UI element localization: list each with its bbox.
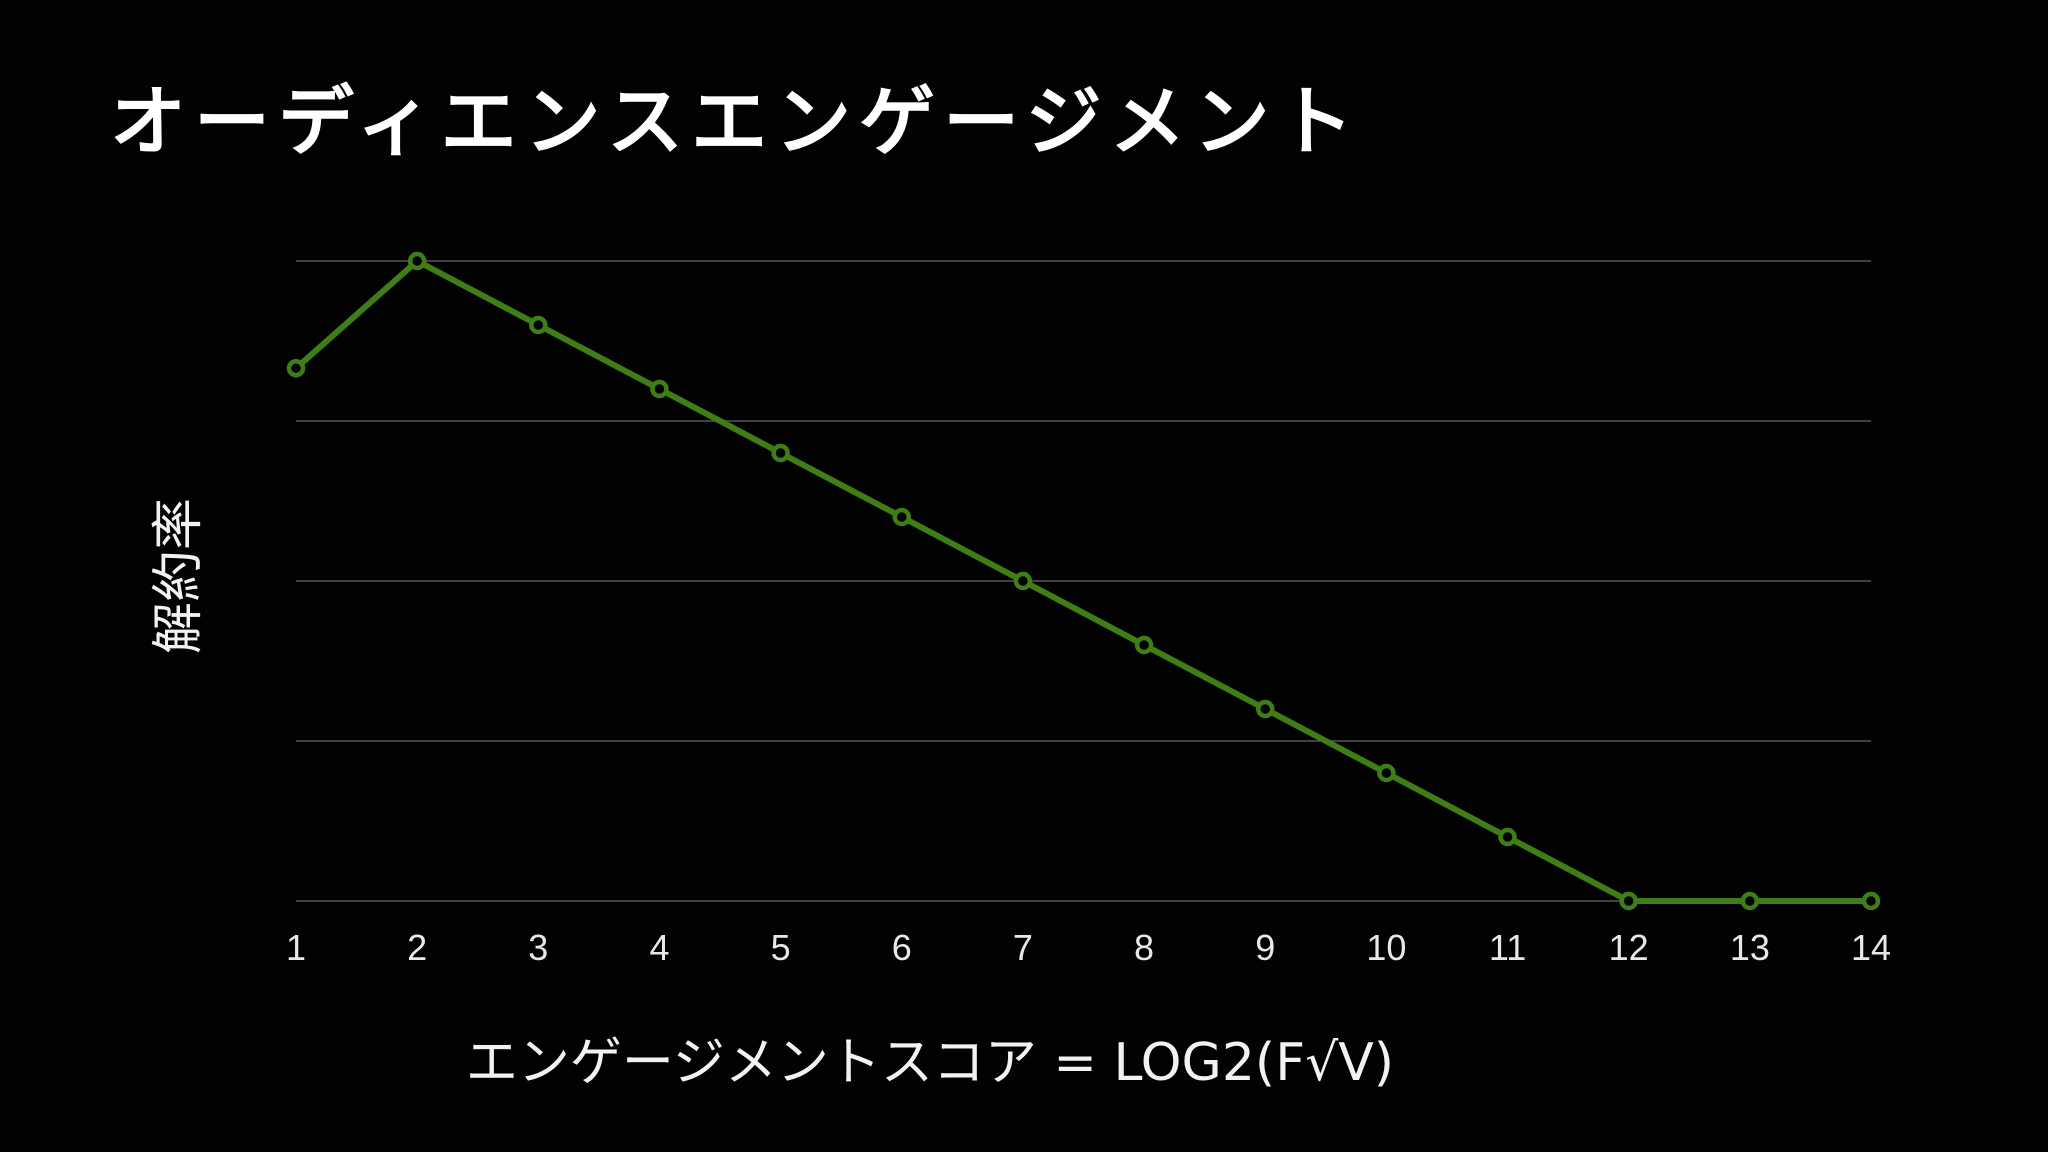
x-tick-label: 6	[892, 927, 912, 968]
x-tick-label: 4	[649, 927, 669, 968]
x-axis-label: エンゲージメントスコア = LOG2(F√V)	[466, 1033, 1394, 1093]
x-tick-label: 3	[528, 927, 548, 968]
series-group	[286, 251, 1881, 911]
page-title: オーディエンスエンゲージメント	[110, 77, 1362, 166]
x-tick-label: 8	[1134, 927, 1154, 968]
data-point	[1013, 571, 1033, 591]
data-point	[1619, 891, 1638, 911]
x-tick-label: 14	[1851, 927, 1891, 968]
x-tick-label: 12	[1609, 927, 1649, 968]
x-tick-label: 13	[1730, 927, 1770, 968]
data-point	[650, 379, 669, 399]
data-point	[529, 315, 548, 335]
data-point	[1134, 635, 1154, 655]
x-tick-label: 1	[286, 927, 306, 968]
x-tick-label: 11	[1489, 927, 1526, 968]
y-axis-label: 解約率	[149, 498, 209, 654]
data-point	[1498, 827, 1517, 847]
data-point	[1861, 891, 1881, 911]
x-tick-label: 2	[407, 927, 427, 968]
x-tick-label: 5	[771, 927, 791, 968]
grid	[296, 260, 1871, 902]
data-point	[1255, 699, 1275, 719]
x-tick-labels: 1 2 3 4 5 6 7 8 9 10 11 12 13 14	[286, 927, 1891, 968]
data-point	[407, 251, 427, 271]
data-point	[1740, 891, 1760, 911]
data-point	[1377, 763, 1396, 783]
data-point	[771, 443, 790, 463]
x-tick-label: 9	[1255, 927, 1275, 968]
x-tick-label: 7	[1013, 927, 1033, 968]
series-line	[293, 258, 1874, 904]
data-point	[286, 358, 306, 378]
x-tick-label: 10	[1366, 927, 1406, 968]
data-point	[892, 507, 912, 527]
